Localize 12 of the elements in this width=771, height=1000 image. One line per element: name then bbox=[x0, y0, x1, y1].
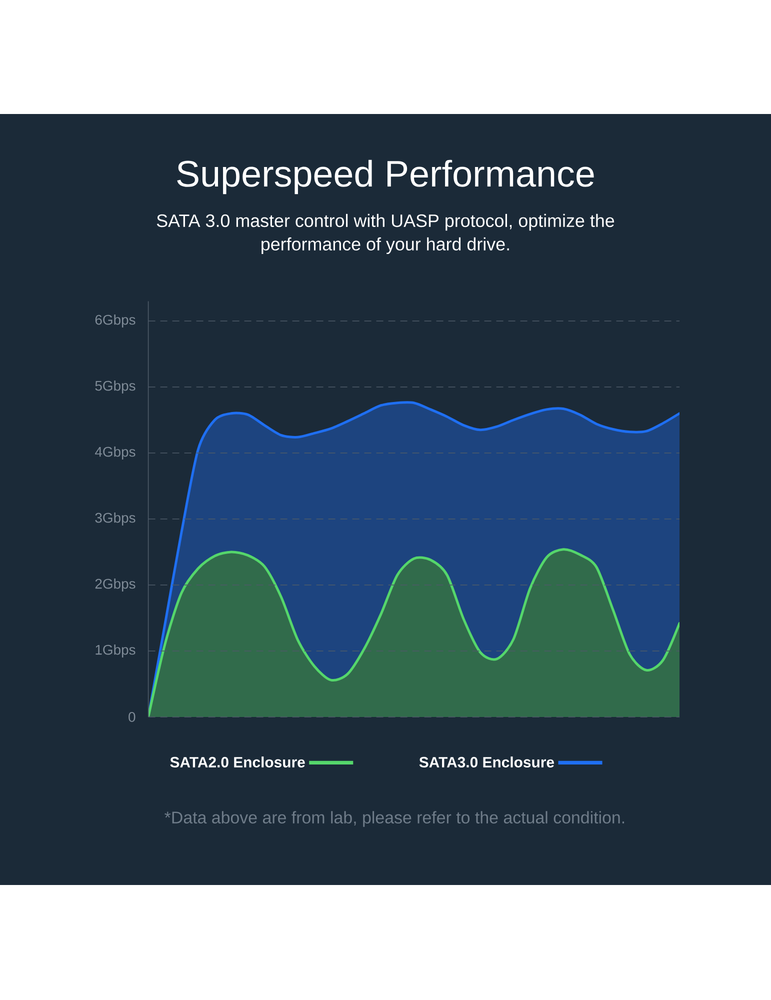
text: *Data above are from lab, please refer to the actual condition. bbox=[164, 811, 624, 827]
y-tick-label: 2Gbps bbox=[95, 578, 136, 592]
chart-subtitle: SATA 3.0 master control with UASP protocol, optimize the performance of your hard drive. bbox=[156, 214, 614, 254]
chart-title: Superspeed Performance bbox=[177, 160, 594, 194]
legend-label: SATA2.0 Enclosure bbox=[170, 756, 305, 768]
y-tick-label: 1Gbps bbox=[96, 644, 136, 658]
y-tick-label: 5Gbps bbox=[95, 380, 136, 394]
y-tick-label: 6Gbps bbox=[95, 314, 136, 328]
legend-label: SATA3.0 Enclosure bbox=[419, 756, 554, 768]
y-tick-label: 4Gbps bbox=[95, 446, 136, 460]
y-tick-label: 0 bbox=[128, 712, 136, 722]
y-tick-label: 3Gbps bbox=[95, 512, 136, 526]
